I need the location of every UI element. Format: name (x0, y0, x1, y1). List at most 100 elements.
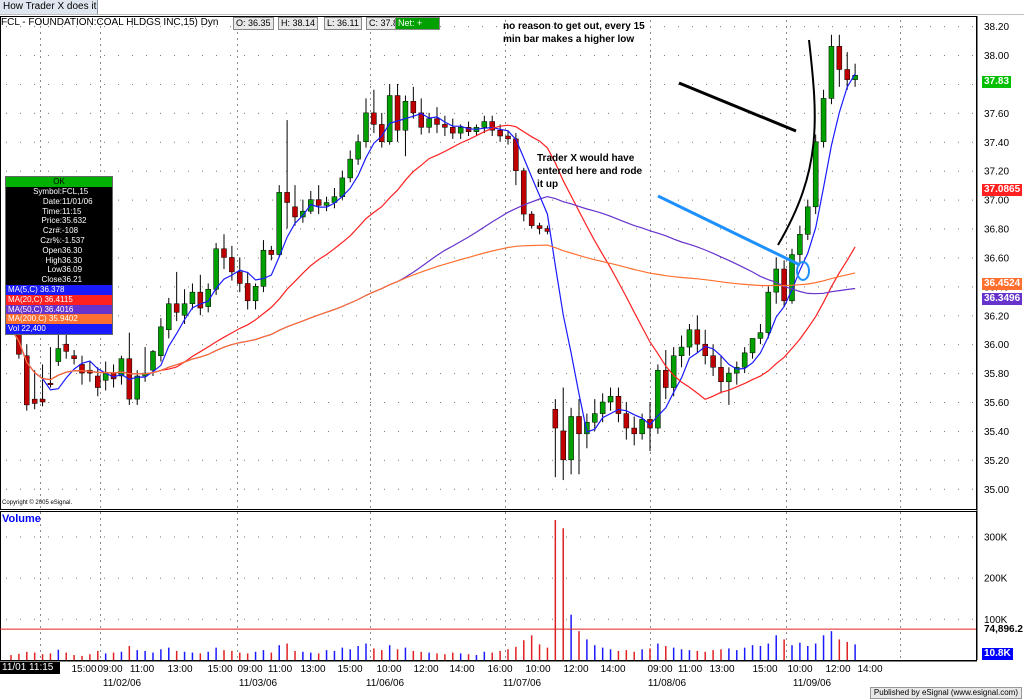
grid-dot (258, 618, 259, 620)
window-tab[interactable]: How Trader X does it (0, 0, 98, 14)
grid-dot (426, 577, 427, 579)
grid-dot (846, 315, 847, 317)
grid-dot (160, 170, 161, 172)
session-separator (900, 608, 901, 610)
volume-last-tag: 10.8K (982, 648, 1013, 660)
session-separator (370, 188, 371, 190)
session-separator (40, 80, 41, 82)
session-separator (237, 458, 238, 460)
session-separator (237, 80, 238, 82)
session-separator (237, 200, 238, 202)
grid-dot (20, 83, 21, 85)
grid-dot (608, 26, 609, 28)
grid-dot (258, 577, 259, 579)
grid-dot (62, 402, 63, 404)
session-separator (786, 656, 787, 658)
grid-dot (944, 315, 945, 317)
grid-dot (174, 141, 175, 143)
session-separator (100, 398, 101, 400)
grid-dot (76, 459, 77, 461)
session-separator (505, 608, 506, 610)
session-separator (505, 140, 506, 142)
grid-dot (636, 402, 637, 404)
grid-dot (888, 315, 889, 317)
session-separator (786, 212, 787, 214)
session-separator (900, 428, 901, 430)
session-separator (40, 26, 41, 28)
session-separator (786, 572, 787, 574)
grid-dot (580, 459, 581, 461)
grid-dot (202, 373, 203, 375)
grid-dot (398, 286, 399, 288)
grid-dot (706, 83, 707, 85)
grid-dot (734, 83, 735, 85)
session-separator (100, 638, 101, 640)
session-separator (370, 584, 371, 586)
ma50-price-tag: 36.3496 (982, 293, 1023, 305)
time-tick-label: 10:00 (376, 664, 401, 675)
grid-dot (972, 618, 973, 620)
grid-dot (566, 55, 567, 57)
session-separator (40, 602, 41, 604)
grid-dot (846, 257, 847, 259)
grid-dot (146, 315, 147, 317)
grid-dot (776, 402, 777, 404)
grid-dot (692, 577, 693, 579)
grid-dot (62, 459, 63, 461)
grid-dot (20, 402, 21, 404)
grid-dot (692, 488, 693, 490)
grid-dot (916, 26, 917, 28)
grid-dot (734, 577, 735, 579)
session-separator (900, 386, 901, 388)
grid-dot (566, 257, 567, 259)
grid-dot (664, 83, 665, 85)
grid-dot (34, 459, 35, 461)
grid-dot (860, 286, 861, 288)
grid-dot (594, 459, 595, 461)
session-separator (237, 98, 238, 100)
grid-dot (342, 112, 343, 114)
grid-dot (874, 430, 875, 432)
grid-dot (356, 488, 357, 490)
grid-dot (608, 257, 609, 259)
grid-dot (272, 577, 273, 579)
grid-dot (146, 55, 147, 57)
session-separator (650, 368, 651, 370)
grid-dot (664, 141, 665, 143)
grid-dot (230, 430, 231, 432)
grid-dot (874, 488, 875, 490)
session-separator (100, 38, 101, 40)
price-tick-label: 35.40 (984, 427, 1009, 438)
candle-body (363, 112, 369, 143)
session-separator (900, 200, 901, 202)
grid-dot (244, 286, 245, 288)
grid-dot (888, 536, 889, 538)
session-separator (650, 506, 651, 508)
grid-dot (160, 459, 161, 461)
grid-dot (34, 55, 35, 57)
grid-dot (958, 257, 959, 259)
session-separator (786, 608, 787, 610)
grid-dot (482, 488, 483, 490)
session-separator (786, 86, 787, 88)
time-tick-label: 11:00 (678, 664, 703, 675)
grid-dot (510, 199, 511, 201)
grid-dot (118, 170, 119, 172)
session-separator (237, 482, 238, 484)
session-separator (370, 368, 371, 370)
session-separator (100, 86, 101, 88)
session-separator (786, 398, 787, 400)
grid-dot (944, 286, 945, 288)
grid-dot (958, 315, 959, 317)
data-window[interactable]: OK Symbol: FCL,15 Date: 11/01/06 Time: 11:… (5, 176, 113, 335)
grid-dot (132, 199, 133, 201)
grid-dot (818, 373, 819, 375)
session-separator (100, 644, 101, 646)
grid-dot (958, 112, 959, 114)
session-separator (100, 68, 101, 70)
grid-dot (216, 83, 217, 85)
session-separator (900, 422, 901, 424)
session-separator (505, 182, 506, 184)
ok-button[interactable]: OK (6, 177, 112, 187)
grid-dot (440, 83, 441, 85)
